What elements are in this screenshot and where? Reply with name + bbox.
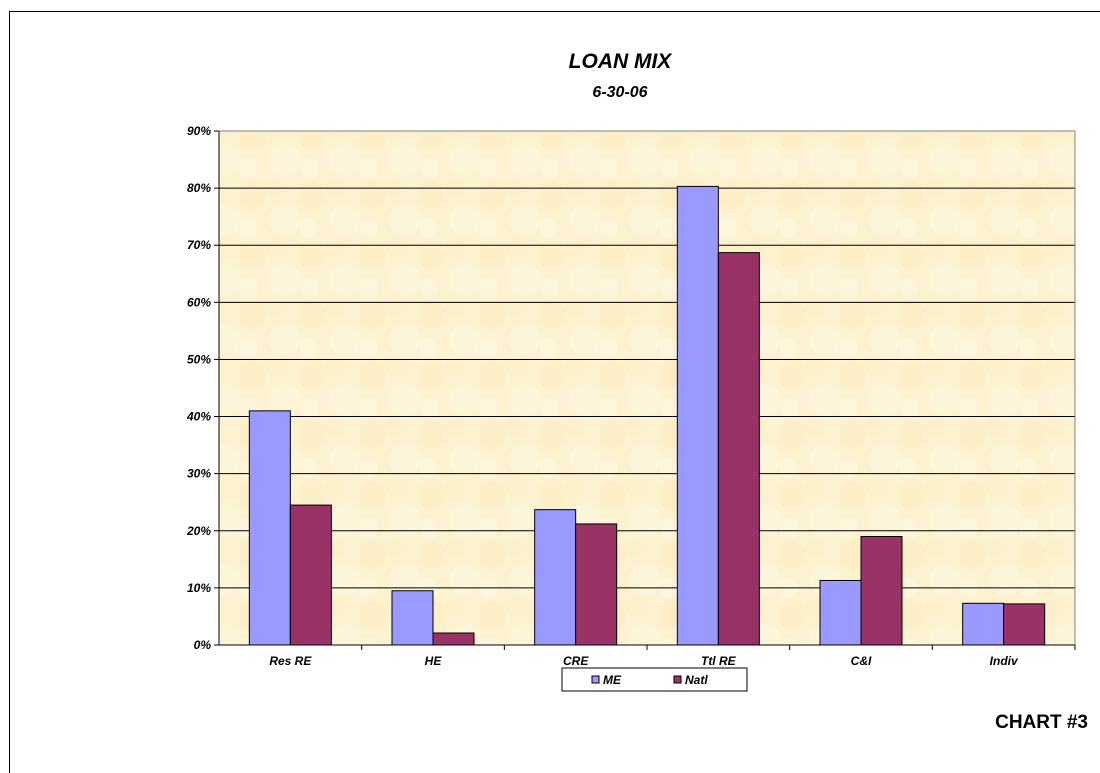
bar-natl-5: [1003, 603, 1046, 646]
legend: ME Natl: [561, 667, 748, 692]
bar-natl-4: [860, 535, 903, 646]
bar-me-4: [819, 579, 862, 646]
y-tick-label: 0%: [194, 638, 212, 652]
x-tick-label: CRE: [563, 654, 589, 668]
bar-me-3: [676, 185, 719, 646]
chart-title: LOAN MIX: [568, 50, 672, 73]
y-tick-label: 30%: [187, 467, 211, 481]
y-tick-label: 40%: [186, 410, 211, 424]
x-tick-label: HE: [425, 654, 443, 668]
x-tick-label: Indiv: [990, 654, 1019, 668]
bar-natl-1: [432, 632, 475, 646]
plot-area: [219, 131, 1075, 645]
legend-box: [561, 667, 748, 692]
axes: 0% 10% 20% 30% 40% 50% 60% 70% 80% 90% Res RE HE CRE…: [186, 124, 1076, 668]
bar-natl-3: [717, 252, 760, 646]
y-tick-label: 70%: [187, 238, 211, 252]
legend-swatch-natl: [673, 675, 682, 684]
bar-me-0: [248, 410, 291, 646]
x-tick-label: Res RE: [269, 654, 312, 668]
bar-natl-0: [289, 504, 332, 646]
bar-me-1: [391, 590, 434, 646]
y-tick-label: 80%: [187, 181, 211, 195]
legend-label-natl: Natl: [685, 673, 708, 687]
y-tick-label: 50%: [187, 352, 211, 366]
chart-frame: [9, 11, 1100, 773]
bar-me-5: [962, 602, 1005, 646]
bar-me-2: [534, 509, 577, 646]
chart-number-label: CHART #3: [995, 712, 1088, 733]
bar-natl-2: [575, 523, 618, 646]
x-tick-label: C&I: [851, 654, 872, 668]
legend-label-me: ME: [603, 673, 622, 687]
bars: [248, 185, 1046, 646]
y-tick-label: 60%: [187, 295, 211, 309]
x-tick-label: Ttl RE: [701, 654, 737, 668]
y-tick-label: 10%: [187, 581, 211, 595]
y-tick-label: 20%: [186, 524, 211, 538]
y-tick-label: 90%: [187, 124, 211, 138]
legend-swatch-me: [591, 675, 600, 684]
chart-subtitle: 6-30-06: [592, 84, 648, 101]
